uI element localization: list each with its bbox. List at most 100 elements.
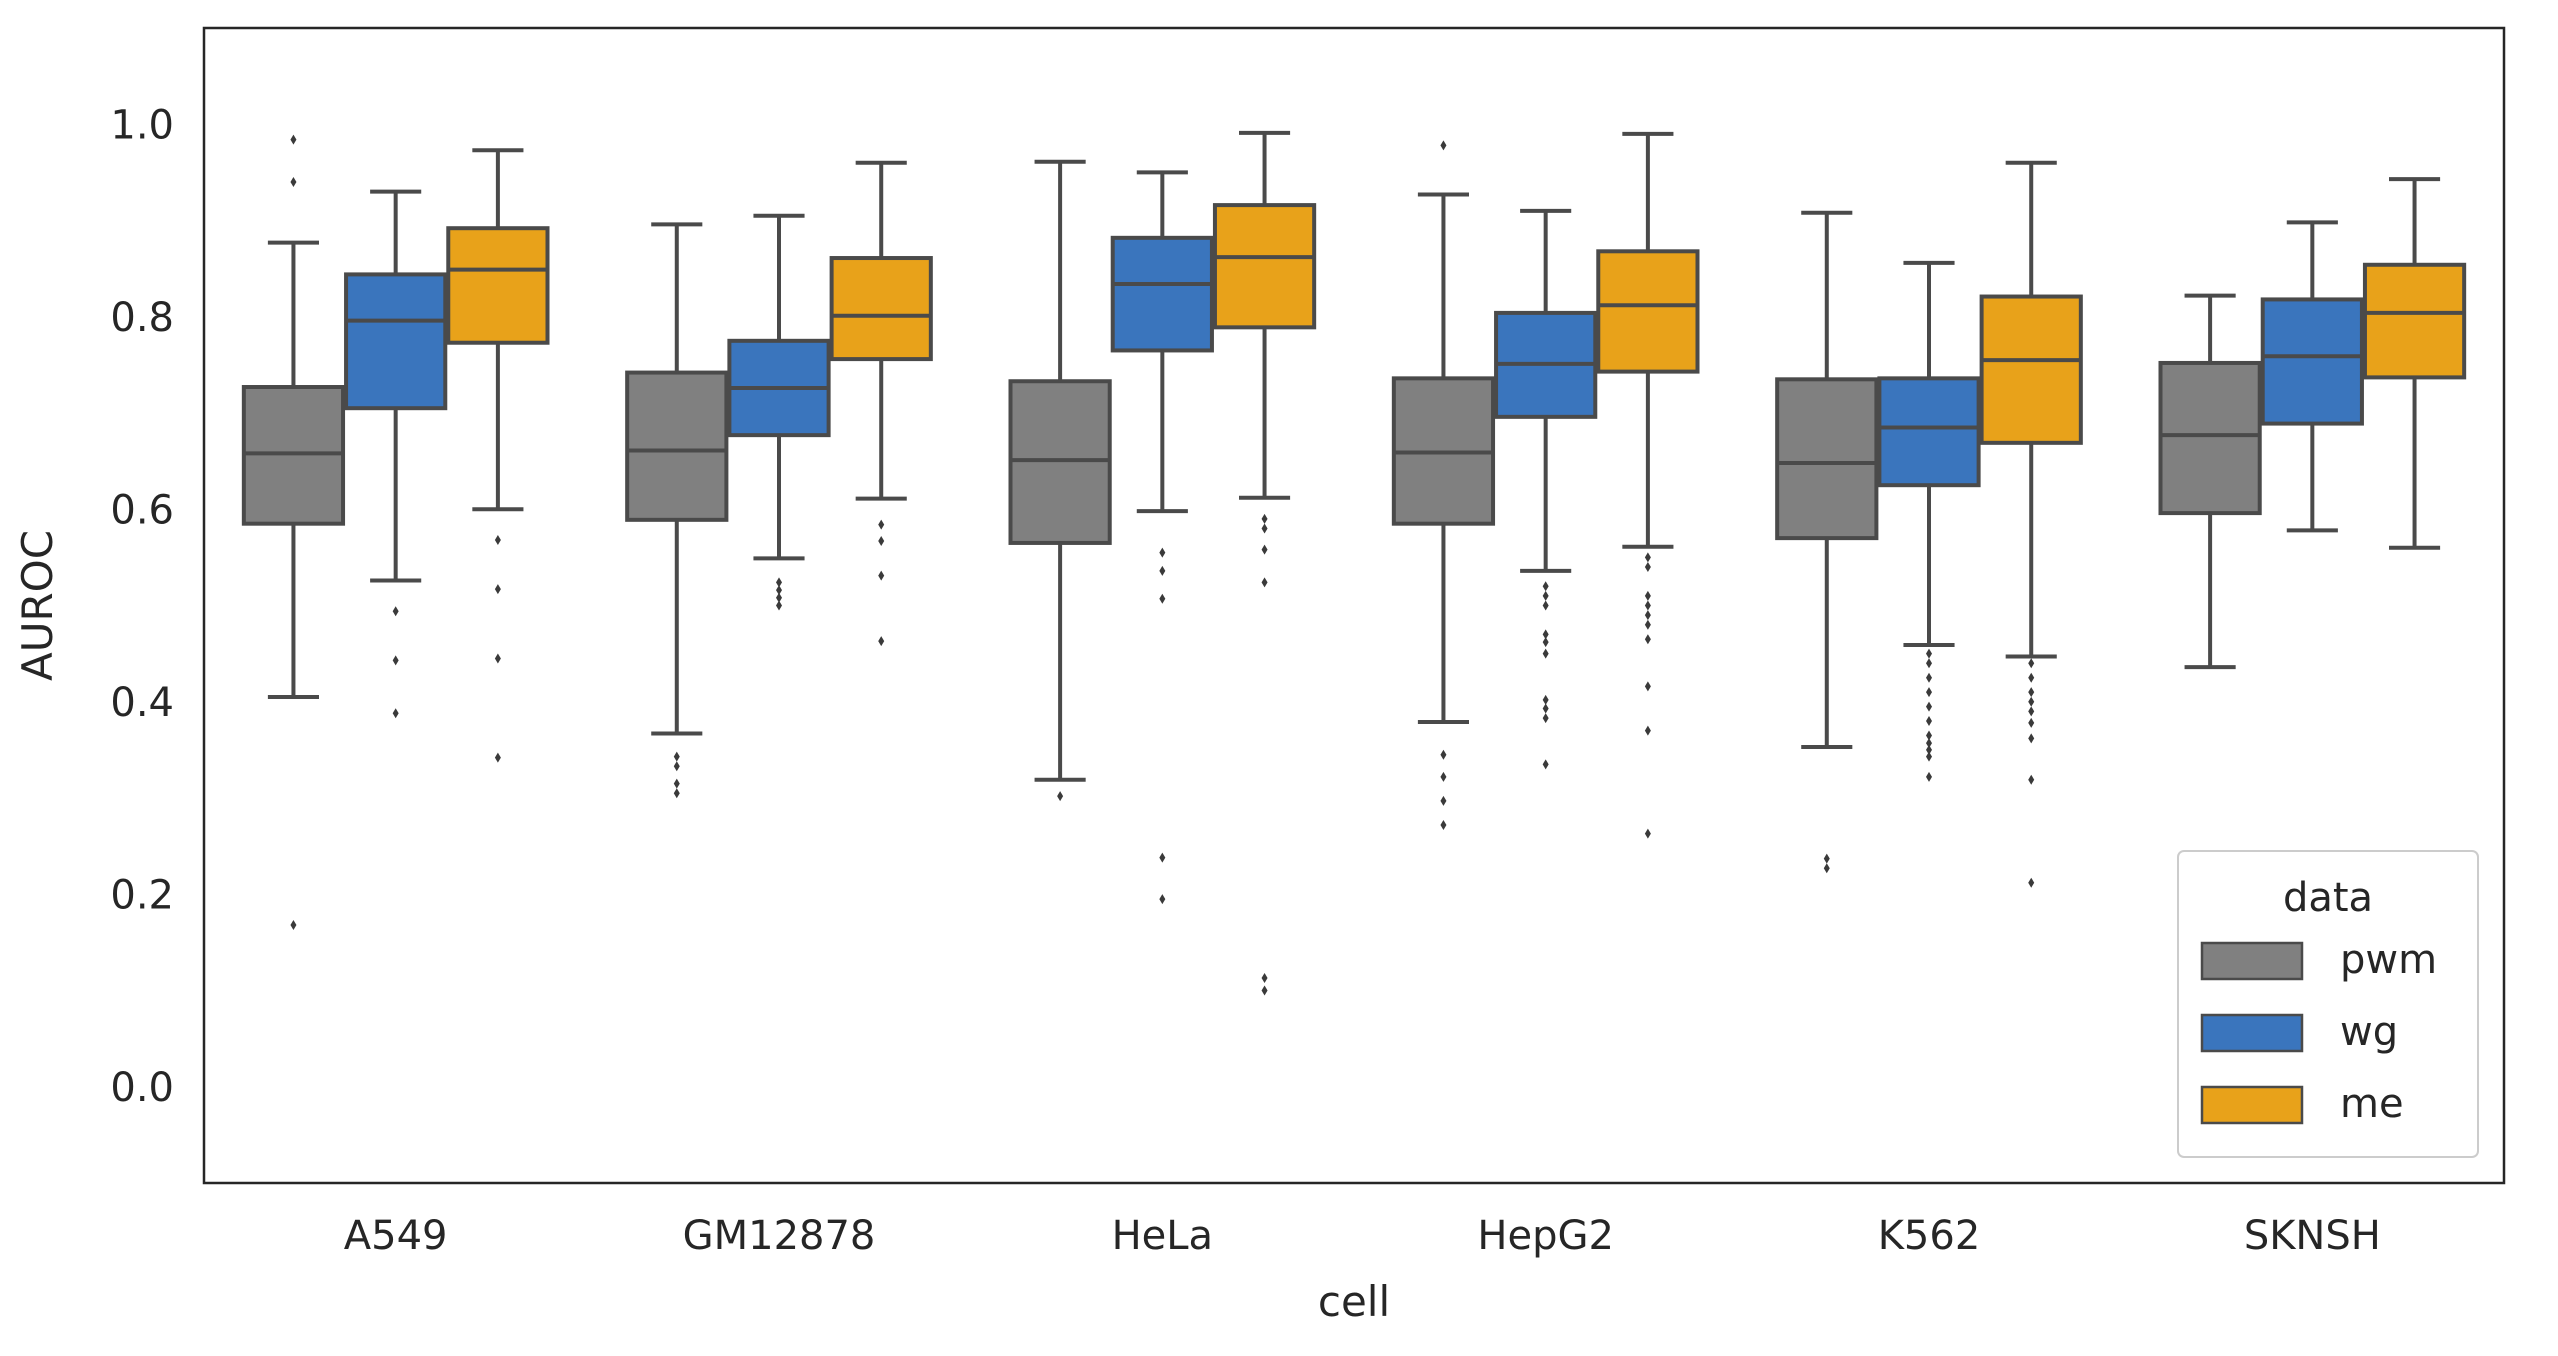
- iqr-box: [1877, 376, 1981, 488]
- outlier-point: [1542, 694, 1549, 705]
- legend-label-pwm: pwm: [2340, 937, 2437, 983]
- y-axis-label: AUROC: [13, 530, 62, 681]
- legend-frame: [2177, 850, 2479, 1158]
- outlier-point: [290, 177, 297, 187]
- outlier-point: [1440, 819, 1447, 830]
- outlier-point: [1057, 791, 1064, 802]
- iqr-box: [446, 226, 550, 345]
- outlier-point: [2028, 877, 2035, 888]
- outlier-point: [776, 577, 782, 588]
- outlier-point: [1542, 590, 1549, 601]
- outlier-point: [2028, 696, 2035, 707]
- outlier-point: [392, 606, 399, 617]
- outlier-point: [2028, 706, 2035, 717]
- iqr-box: [1110, 235, 1214, 353]
- outlier-point: [1159, 547, 1166, 558]
- legend-title: data: [2283, 875, 2373, 921]
- box-pwm-A549: [241, 134, 346, 931]
- outlier-point: [1440, 771, 1447, 782]
- outlier-point: [392, 655, 399, 666]
- legend-item-pwm: pwm: [2200, 937, 2437, 983]
- x-tick-label: HeLa: [1112, 1213, 1213, 1259]
- outlier-point: [1926, 687, 1932, 698]
- y-axis: 0.0 0.2 0.4 0.6 0.8 1.0: [110, 102, 174, 1111]
- outlier-point: [1644, 552, 1651, 563]
- legend-items: pwm wg me: [2200, 937, 2437, 1127]
- y-tick-label: 1.0: [110, 102, 174, 148]
- outlier-point: [1926, 744, 1932, 755]
- outlier-point: [494, 535, 501, 546]
- y-tick-label: 0.8: [110, 295, 174, 341]
- iqr-box: [1775, 377, 1879, 541]
- outlier-point: [1926, 672, 1932, 683]
- outlier-point: [1261, 972, 1268, 983]
- legend-swatch-pwm: [2200, 941, 2304, 981]
- outlier-point: [1542, 581, 1549, 592]
- outlier-point: [1261, 985, 1268, 996]
- outlier-point: [2028, 733, 2035, 744]
- iqr-box: [2260, 297, 2364, 426]
- outlier-point: [776, 592, 782, 603]
- outlier-point: [776, 585, 782, 596]
- outlier-point: [494, 584, 501, 595]
- plot-frame: [202, 26, 2506, 1185]
- outlier-point: [673, 778, 680, 789]
- box-pwm-HepG2: [1391, 140, 1496, 830]
- legend: data pwm wg me: [2177, 850, 2479, 1158]
- outlier-point: [878, 636, 885, 647]
- outlier-point: [1926, 751, 1932, 762]
- outlier-point: [1542, 629, 1549, 640]
- box-me-HeLa: [1212, 130, 1317, 996]
- outlier-point: [1926, 716, 1932, 726]
- outlier-point: [2028, 774, 2035, 785]
- outlier-point: [1644, 600, 1651, 611]
- x-axis-label: cell: [1318, 1277, 1390, 1326]
- iqr-box: [829, 256, 933, 362]
- x-axis: A549 GM12878 HeLa HepG2 K562 SKNSH: [344, 1213, 2381, 1259]
- x-tick-label: GM12878: [683, 1213, 876, 1259]
- box-pwm-SKNSH: [2158, 293, 2262, 670]
- iqr-box: [2362, 262, 2467, 380]
- outlier-point: [878, 536, 885, 547]
- outlier-point: [878, 519, 885, 530]
- outlier-point: [1159, 593, 1166, 604]
- box-pwm-HeLa: [1008, 159, 1112, 802]
- outlier-point: [1542, 600, 1549, 611]
- outlier-point: [1926, 771, 1932, 782]
- outlier-point: [673, 761, 680, 772]
- legend-item-me: me: [2200, 1081, 2404, 1127]
- outlier-point: [392, 708, 399, 719]
- iqr-box: [625, 370, 729, 522]
- outlier-point: [2028, 672, 2035, 683]
- outlier-point: [878, 570, 885, 581]
- y-tick-label: 0.0: [110, 1065, 174, 1111]
- x-tick-label: SKNSH: [2244, 1213, 2381, 1259]
- box-me-K562: [1979, 160, 2083, 888]
- outlier-point: [2028, 687, 2035, 698]
- outlier-point: [1261, 577, 1268, 588]
- legend-item-wg: wg: [2200, 1009, 2398, 1055]
- x-tick-label: HepG2: [1477, 1213, 1614, 1259]
- legend-swatch-wg: [2200, 1013, 2304, 1053]
- outlier-point: [1542, 713, 1549, 724]
- outlier-point: [1644, 619, 1651, 630]
- iqr-box: [2158, 360, 2262, 516]
- outlier-point: [1440, 140, 1447, 151]
- box-me-GM12878: [829, 160, 933, 647]
- box-me-HepG2: [1596, 131, 1700, 839]
- outlier-point: [1644, 681, 1651, 692]
- outlier-point: [1644, 634, 1651, 645]
- x-tick-label: A549: [344, 1213, 448, 1259]
- outlier-point: [1926, 738, 1932, 749]
- outlier-point: [673, 751, 680, 762]
- iqr-box: [1596, 249, 1700, 374]
- x-tick-label: K562: [1878, 1213, 1981, 1259]
- outlier-point: [1644, 562, 1651, 572]
- outlier-point: [1644, 590, 1651, 601]
- box-me-SKNSH: [2362, 177, 2467, 550]
- y-tick-label: 0.4: [110, 680, 174, 726]
- outlier-point: [673, 788, 680, 799]
- outlier-point: [2028, 658, 2035, 669]
- outlier-point: [494, 752, 501, 763]
